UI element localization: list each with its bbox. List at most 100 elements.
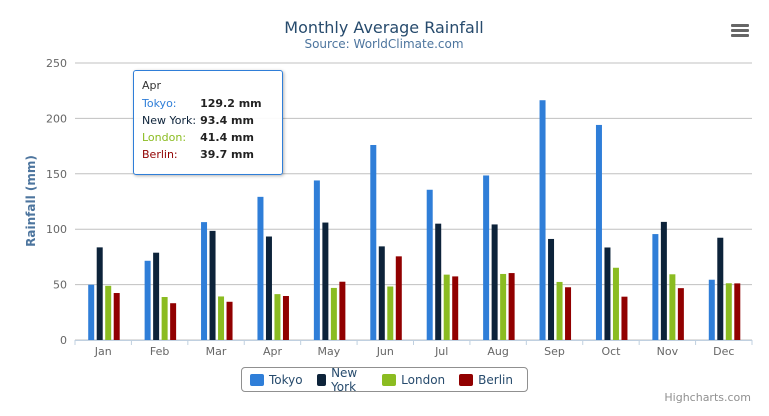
bar-berlin xyxy=(226,301,233,340)
legend-item-berlin[interactable]: Berlin xyxy=(459,373,513,387)
bar-berlin xyxy=(113,293,120,340)
tooltip-row-new-york: New York: 93.4 mm xyxy=(142,112,262,129)
x-tick-label: Apr xyxy=(263,345,283,358)
bar-new-york xyxy=(604,247,611,340)
x-tick-label: Jul xyxy=(434,345,448,358)
tooltip-value: 41.4 mm xyxy=(200,131,254,144)
bar-new-york xyxy=(378,246,385,340)
tooltip-value: 39.7 mm xyxy=(200,148,254,161)
tooltip-header: Apr xyxy=(142,79,162,92)
x-tick-label: Dec xyxy=(713,345,734,358)
bar-new-york xyxy=(322,222,329,340)
bar-new-york xyxy=(209,230,216,340)
bar-new-york xyxy=(548,238,555,340)
x-tick-label: Feb xyxy=(150,345,169,358)
tooltip-row-berlin: Berlin: 39.7 mm xyxy=(142,146,262,163)
legend-label: Tokyo xyxy=(269,372,303,387)
bar-london xyxy=(612,267,619,340)
bar-tokyo xyxy=(708,279,715,340)
legend-item-tokyo[interactable]: Tokyo xyxy=(250,373,303,387)
tooltip-value: 93.4 mm xyxy=(200,114,254,127)
bar-tokyo xyxy=(595,124,602,341)
bar-new-york xyxy=(660,221,667,340)
bar-tokyo xyxy=(201,222,208,340)
bar-berlin xyxy=(734,283,741,340)
tooltip-label: Berlin: xyxy=(142,148,178,161)
bar-london xyxy=(330,287,337,340)
y-tick-label: 200 xyxy=(46,112,67,125)
bar-tokyo xyxy=(652,234,659,340)
legend-swatch xyxy=(459,373,474,386)
bar-tokyo xyxy=(313,180,320,340)
tooltip-value: 129.2 mm xyxy=(200,97,262,110)
y-axis-title: Rainfall (mm) xyxy=(24,155,38,247)
y-tick-label: 250 xyxy=(46,57,67,70)
legend-item-london[interactable]: London xyxy=(382,373,445,387)
bar-tokyo xyxy=(483,175,490,340)
legend: Tokyo New York London Berlin xyxy=(241,365,528,394)
tooltip-row-london: London: 41.4 mm xyxy=(142,129,262,146)
bar-berlin xyxy=(339,281,346,340)
bar-london xyxy=(218,296,225,340)
x-tick-label: Nov xyxy=(657,345,679,358)
tooltip-row-tokyo: Tokyo: 129.2 mm xyxy=(142,95,262,112)
bar-new-york xyxy=(435,223,442,340)
legend-label: London xyxy=(401,372,446,387)
x-tick-label: Aug xyxy=(487,345,508,358)
legend-swatch xyxy=(250,373,264,386)
tooltip-label: London: xyxy=(142,131,187,144)
x-tick-label: May xyxy=(318,345,341,358)
y-tick-label: 100 xyxy=(46,223,67,236)
bar-berlin xyxy=(170,303,177,340)
tooltip-label: Tokyo: xyxy=(142,97,177,110)
chart-title: Monthly Average Rainfall xyxy=(284,18,483,37)
credits-link[interactable]: Highcharts.com xyxy=(664,391,751,404)
bar-london xyxy=(443,274,450,340)
bar-tokyo xyxy=(426,189,433,340)
bar-berlin xyxy=(621,296,628,340)
x-tick-label: Jun xyxy=(376,345,394,358)
x-tick-label: Jan xyxy=(94,345,112,358)
bar-berlin xyxy=(565,287,572,340)
bar-new-york xyxy=(153,252,160,340)
bar-tokyo xyxy=(539,100,546,341)
x-tick-label: Mar xyxy=(206,345,227,358)
bar-new-york xyxy=(491,224,498,340)
bar-berlin xyxy=(282,296,289,340)
bar-berlin xyxy=(677,288,684,340)
tooltip-label: New York: xyxy=(142,114,197,127)
bar-berlin xyxy=(395,256,402,340)
bar-berlin xyxy=(452,276,459,340)
bar-london xyxy=(556,281,563,340)
bar-tokyo xyxy=(88,284,95,340)
bar-london xyxy=(669,274,676,340)
bar-london xyxy=(105,285,112,340)
bar-london xyxy=(161,297,168,340)
bar-london xyxy=(387,286,394,340)
x-tick-label: Sep xyxy=(544,345,565,358)
bar-london xyxy=(500,273,507,340)
legend-item-new-york[interactable]: New York xyxy=(316,365,369,394)
y-tick-label: 50 xyxy=(53,279,67,292)
bar-berlin xyxy=(508,273,515,340)
legend-label: New York xyxy=(331,365,358,394)
bar-new-york xyxy=(717,237,724,340)
legend-swatch xyxy=(382,373,397,386)
bar-london xyxy=(274,294,281,340)
bar-new-york xyxy=(265,236,272,340)
tooltip: Apr Tokyo: 129.2 mm New York: 93.4 mm Lond… xyxy=(133,70,283,175)
y-tick-label: 0 xyxy=(60,334,67,347)
bar-tokyo xyxy=(370,144,377,340)
bar-tokyo xyxy=(144,260,151,340)
x-tick-label: Oct xyxy=(601,345,621,358)
legend-label: Berlin xyxy=(478,372,513,387)
bar-london xyxy=(725,283,732,340)
chart-subtitle: Source: WorldClimate.com xyxy=(304,37,463,51)
y-tick-label: 150 xyxy=(46,168,67,181)
bar-tokyo xyxy=(257,196,264,340)
bar-new-york xyxy=(96,247,103,340)
legend-swatch xyxy=(316,373,327,386)
hamburger-menu-icon[interactable] xyxy=(731,24,749,38)
